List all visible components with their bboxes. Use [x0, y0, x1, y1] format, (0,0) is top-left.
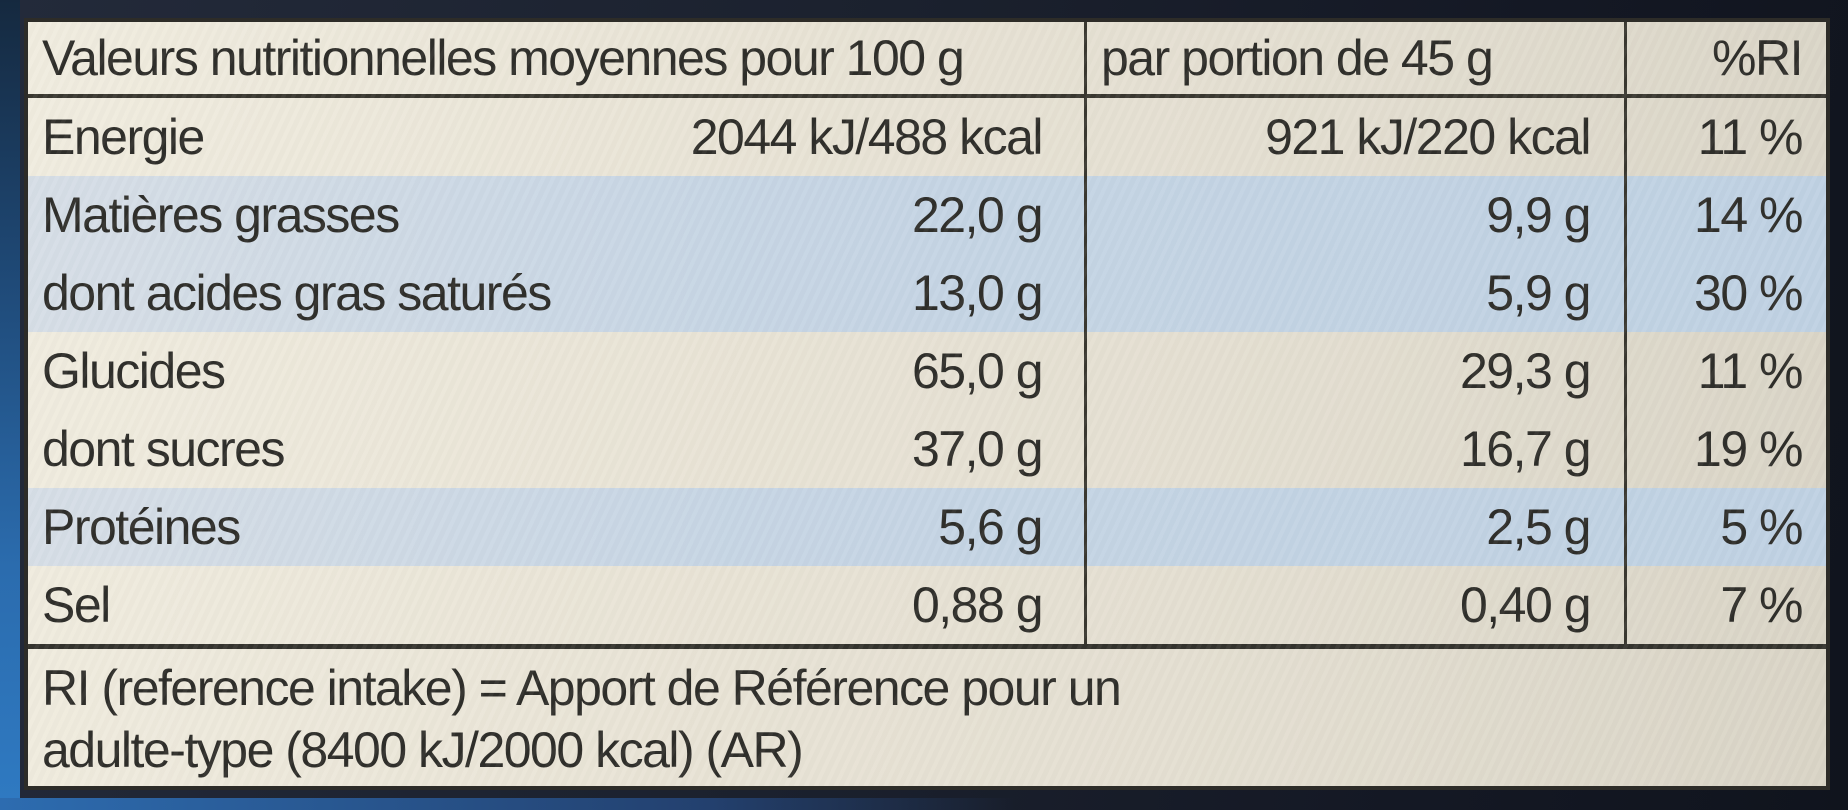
row-cell-per-100g: dont sucres 37,0 g	[28, 410, 1084, 488]
per-portion-value: 5,9 g	[1486, 265, 1591, 321]
package-edge-bottom	[0, 798, 1017, 810]
row-cell-per-100g: Energie 2044 kJ/488 kcal	[28, 98, 1084, 176]
row-cell-per-100g: Protéines 5,6 g	[28, 488, 1084, 566]
row-cell-ri: 7 %	[1624, 566, 1826, 644]
nutrient-label: dont acides gras saturés	[42, 265, 552, 321]
per-portion-value: 0,40 g	[1459, 577, 1592, 633]
row-cell-ri: 5 %	[1624, 488, 1826, 566]
row-cell-per-100g: Sel 0,88 g	[28, 566, 1084, 644]
nutrient-label: Protéines	[42, 499, 241, 555]
footer-divider-line	[28, 644, 1826, 649]
table-row: Energie 2044 kJ/488 kcal 921 kJ/220 kcal…	[28, 98, 1826, 176]
table-row: Sel 0,88 g 0,40 g 7 %	[28, 566, 1826, 644]
per-portion-value: 29,3 g	[1459, 343, 1592, 399]
per-100g-value: 37,0 g	[911, 421, 1044, 477]
row-cell-ri: 11 %	[1624, 332, 1826, 410]
row-cell-per-portion: 9,9 g	[1084, 176, 1624, 254]
footnote-line-2: adulte-type (8400 kJ/2000 kcal) (AR)	[42, 722, 804, 778]
header-ri-label: %RI	[1712, 30, 1803, 86]
ri-percent-value: 14 %	[1694, 187, 1803, 243]
header-cell-per-portion: par portion de 45 g	[1084, 22, 1624, 94]
nutrition-table-card: Valeurs nutritionnelles moyennes pour 10…	[24, 18, 1830, 790]
row-cell-per-100g: Matières grasses 22,0 g	[28, 176, 1084, 254]
per-portion-value: 16,7 g	[1459, 421, 1592, 477]
row-cell-per-100g: dont acides gras saturés 13,0 g	[28, 254, 1084, 332]
table-header-row: Valeurs nutritionnelles moyennes pour 10…	[28, 22, 1826, 98]
per-100g-value: 65,0 g	[911, 343, 1044, 399]
per-portion-value: 921 kJ/220 kcal	[1265, 109, 1591, 165]
table-row: dont acides gras saturés 13,0 g 5,9 g 30…	[28, 254, 1826, 332]
per-100g-value: 13,0 g	[911, 265, 1044, 321]
row-cell-per-portion: 16,7 g	[1084, 410, 1624, 488]
row-cell-per-100g: Glucides 65,0 g	[28, 332, 1084, 410]
header-cell-ri: %RI	[1624, 22, 1826, 94]
table-row: Glucides 65,0 g 29,3 g 11 %	[28, 332, 1826, 410]
reference-intake-footnote: RI (reference intake) = Apport de Référe…	[28, 649, 1826, 786]
ri-percent-value: 19 %	[1694, 421, 1803, 477]
row-cell-ri: 19 %	[1624, 410, 1826, 488]
nutrient-label: Glucides	[42, 343, 226, 399]
per-100g-value: 0,88 g	[911, 577, 1044, 633]
row-cell-per-portion: 921 kJ/220 kcal	[1084, 98, 1624, 176]
row-cell-per-portion: 29,3 g	[1084, 332, 1624, 410]
per-100g-value: 5,6 g	[938, 499, 1043, 555]
per-100g-value: 22,0 g	[911, 187, 1044, 243]
nutrient-label: Energie	[42, 109, 205, 165]
nutrient-label: dont sucres	[42, 421, 285, 477]
row-cell-per-portion: 5,9 g	[1084, 254, 1624, 332]
package-edge-left	[0, 0, 20, 810]
nutrient-label: Matières grasses	[42, 187, 400, 243]
table-row: Protéines 5,6 g 2,5 g 5 %	[28, 488, 1826, 566]
nutrient-label: Sel	[42, 577, 111, 633]
per-100g-value: 2044 kJ/488 kcal	[690, 109, 1044, 165]
row-cell-ri: 11 %	[1624, 98, 1826, 176]
ri-percent-value: 5 %	[1720, 499, 1803, 555]
per-portion-value: 2,5 g	[1486, 499, 1591, 555]
header-per-100g-label: Valeurs nutritionnelles moyennes pour 10…	[42, 30, 965, 86]
table-row: Matières grasses 22,0 g 9,9 g 14 %	[28, 176, 1826, 254]
ri-percent-value: 7 %	[1720, 577, 1803, 633]
header-per-portion-label: par portion de 45 g	[1101, 30, 1494, 86]
per-portion-value: 9,9 g	[1486, 187, 1591, 243]
footnote-line-1: RI (reference intake) = Apport de Référe…	[42, 660, 1122, 716]
row-cell-per-portion: 0,40 g	[1084, 566, 1624, 644]
ri-percent-value: 11 %	[1697, 343, 1804, 399]
header-cell-per-100g: Valeurs nutritionnelles moyennes pour 10…	[28, 22, 1084, 94]
ri-percent-value: 11 %	[1697, 109, 1804, 165]
table-row: dont sucres 37,0 g 16,7 g 19 %	[28, 410, 1826, 488]
table-body: Energie 2044 kJ/488 kcal 921 kJ/220 kcal…	[28, 98, 1826, 644]
row-cell-ri: 30 %	[1624, 254, 1826, 332]
row-cell-ri: 14 %	[1624, 176, 1826, 254]
row-cell-per-portion: 2,5 g	[1084, 488, 1624, 566]
ri-percent-value: 30 %	[1694, 265, 1803, 321]
